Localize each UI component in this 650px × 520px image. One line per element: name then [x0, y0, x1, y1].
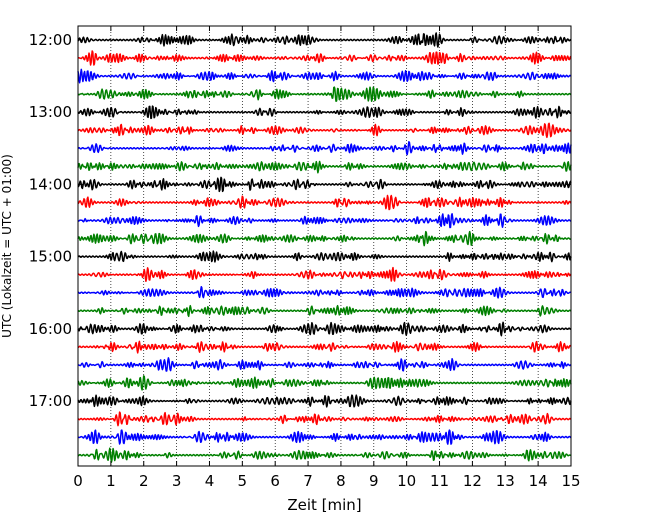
trace-13 [77, 266, 572, 283]
trace-22 [77, 429, 572, 445]
trace-6 [77, 141, 572, 156]
x-tick-label-4: 4 [205, 472, 215, 490]
y-tick-label-5: 17:00 [29, 392, 72, 410]
trace-20 [77, 394, 572, 408]
x-tick-label-0: 0 [73, 472, 83, 490]
y-tick-label-1: 13:00 [29, 103, 72, 121]
x-axis-ticks: 0 1 2 3 4 5 6 7 8 9 10 11 12 13 14 15 [73, 26, 581, 490]
trace-16 [77, 321, 572, 337]
trace-14 [77, 285, 572, 299]
y-tick-label-3: 15:00 [29, 248, 72, 266]
x-tick-label-2: 2 [139, 472, 149, 490]
trace-4 [77, 105, 572, 120]
trace-3 [77, 86, 572, 102]
trace-21 [77, 411, 572, 427]
trace-1 [77, 50, 572, 66]
y-axis-label: UTC (Lokalzeit = UTC + 01:00) [0, 154, 14, 338]
trace-10 [77, 213, 572, 229]
x-tick-label-3: 3 [172, 472, 182, 490]
x-tick-label-10: 10 [397, 472, 416, 490]
trace-15 [77, 304, 572, 318]
x-tick-label-5: 5 [238, 472, 248, 490]
trace-0 [77, 32, 572, 48]
trace-7 [77, 160, 572, 174]
trace-18 [77, 357, 572, 372]
trace-23 [77, 447, 572, 463]
trace-2 [77, 68, 572, 84]
x-tick-label-13: 13 [496, 472, 515, 490]
trace-11 [77, 230, 572, 247]
x-tick-label-6: 6 [270, 472, 280, 490]
y-tick-label-2: 14:00 [29, 175, 72, 193]
y-axis-ticks: 12:00 13:00 14:00 15:00 16:00 17:00 [29, 31, 571, 410]
x-axis-label: Zeit [min] [287, 496, 361, 514]
vertical-grid [110, 26, 539, 466]
plot-frame [77, 25, 572, 467]
x-tick-label-7: 7 [303, 472, 313, 490]
x-tick-label-9: 9 [369, 472, 379, 490]
trace-19 [77, 375, 572, 391]
x-tick-label-1: 1 [106, 472, 116, 490]
x-tick-label-8: 8 [336, 472, 346, 490]
trace-5 [77, 122, 572, 139]
x-tick-label-15: 15 [561, 472, 580, 490]
trace-8 [77, 176, 572, 193]
trace-12 [77, 250, 572, 263]
y-tick-label-4: 16:00 [29, 320, 72, 338]
x-tick-label-11: 11 [430, 472, 449, 490]
trace-group [77, 32, 572, 463]
y-tick-label-0: 12:00 [29, 31, 72, 49]
trace-17 [77, 340, 572, 354]
x-tick-label-12: 12 [463, 472, 482, 490]
trace-9 [77, 194, 572, 211]
x-tick-label-14: 14 [529, 472, 548, 490]
